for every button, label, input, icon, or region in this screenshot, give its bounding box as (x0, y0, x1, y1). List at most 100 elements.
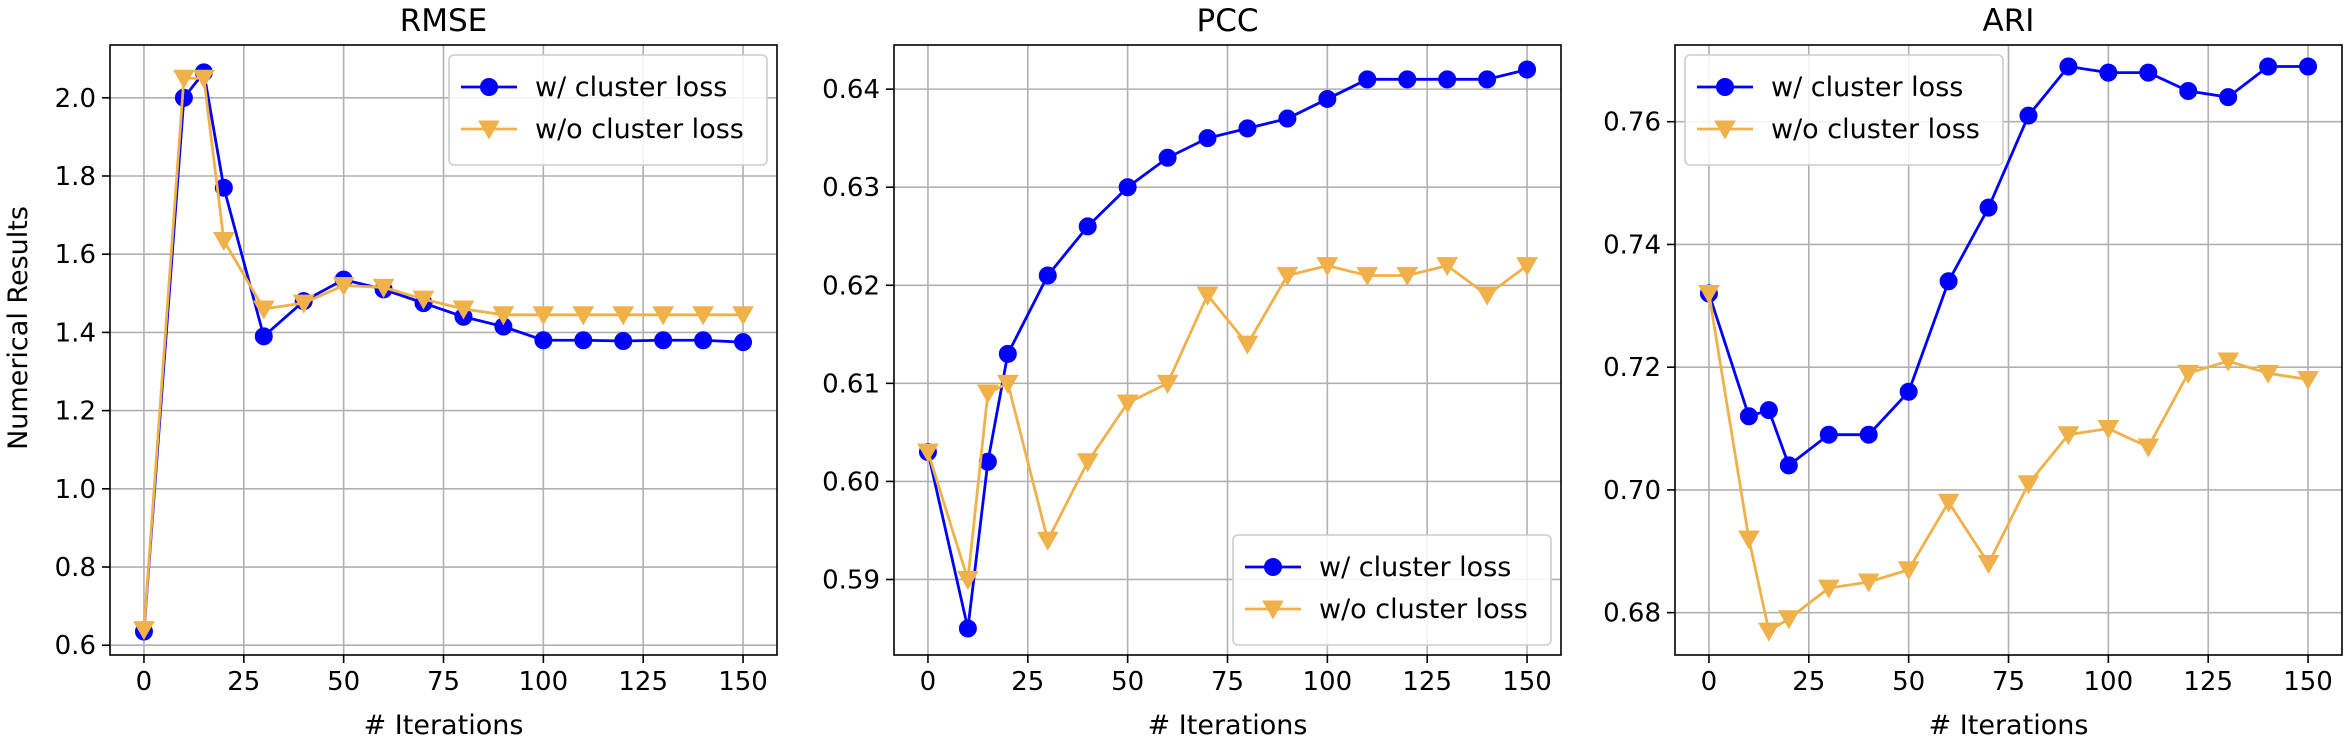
rmse-series-1-point (492, 306, 515, 326)
rmse-series-1-point (612, 306, 635, 326)
ari-xtick-label: 50 (1892, 667, 1925, 697)
pcc-series-1-point (1316, 257, 1339, 277)
ari-xtick-label: 25 (1792, 667, 1825, 697)
rmse-legend-marker-1 (478, 120, 500, 140)
rmse-series-1-point (292, 294, 315, 314)
ari-series-1-point (2257, 364, 2279, 384)
pcc-series-1-point (1036, 531, 1059, 551)
pcc-ytick-label: 0.60 (822, 467, 880, 497)
pcc-series-1-point (1436, 257, 1459, 277)
rmse-ytick-label: 2.0 (55, 84, 96, 114)
ari-series-1-point (2137, 438, 2160, 458)
ari-series-0-point (1859, 425, 1878, 444)
ari-series-0-point (1759, 401, 1778, 420)
ari-series-0-point (2259, 57, 2278, 76)
pcc-x-axis-label: # Iterations (1148, 710, 1308, 741)
rmse-legend-label-0: w/ cluster loss (535, 72, 727, 103)
rmse-series-0-point (614, 332, 633, 351)
pcc-xtick-label: 0 (920, 667, 937, 697)
pcc-series-0-point (1318, 89, 1337, 108)
ari-series-1-point (1977, 555, 2000, 575)
rmse-xtick-label: 50 (327, 667, 360, 697)
pcc-series-0-point (1398, 70, 1417, 89)
rmse-title: RMSE (400, 3, 488, 39)
ari-series-1-point (1817, 579, 1840, 599)
pcc-series-1-point (1276, 266, 1299, 286)
ari-series-1-point (2297, 370, 2319, 390)
rmse-xtick-label: 100 (519, 667, 569, 697)
pcc-series-0-point (1198, 129, 1217, 148)
rmse-series-0-point (654, 331, 673, 350)
pcc-series-1-point (1236, 335, 1259, 355)
ari-series-0-point (1779, 456, 1798, 475)
ari-series-1-point (1937, 493, 1960, 513)
rmse-series-1-point (532, 306, 555, 326)
ari-panel: 0 25 50 75 100 125 150 0.68 0.70 0.72 0.74 0.76 ARI #… (1603, 3, 2343, 741)
rmse-series-1-point (572, 306, 595, 326)
ari-series-0-point (1819, 425, 1838, 444)
ari-axes-frame (1674, 44, 2343, 656)
rmse-series-1-point (652, 306, 675, 326)
pcc-series-1-point (1076, 453, 1099, 473)
ari-series-0-point (2019, 106, 2038, 125)
ari-series-1-point (1777, 610, 1800, 630)
ari-series-1-point (2097, 420, 2120, 440)
rmse-series-0-point (574, 331, 593, 350)
rmse-legend-label-1: w/o cluster loss (535, 114, 744, 145)
ari-xtick-label: 0 (1701, 667, 1718, 697)
ari-ytick-label: 0.72 (1603, 353, 1661, 383)
pcc-series-1-point (1116, 394, 1139, 414)
rmse-ytick-label: 1.6 (55, 240, 96, 270)
rmse-ytick-label: 1.2 (55, 397, 96, 427)
pcc-series-1-point (996, 374, 1019, 394)
ari-legend-label-0: w/ cluster loss (1771, 72, 1963, 103)
pcc-xtick-label: 25 (1011, 667, 1044, 697)
ari-series-0-point (1939, 272, 1958, 291)
rmse-ytick-label: 0.8 (55, 553, 96, 583)
ari-ytick-label: 0.70 (1603, 476, 1661, 506)
ari-series-0-point (1899, 382, 1918, 401)
pcc-xtick-label: 75 (1211, 667, 1244, 697)
pcc-series-1-point (1516, 257, 1538, 277)
ari-series-0-point (1739, 407, 1758, 426)
rmse-xtick-label: 75 (427, 667, 460, 697)
ari-ytick-label: 0.76 (1603, 108, 1661, 138)
pcc-legend-marker-0 (1264, 558, 1282, 576)
ari-legend-marker-0 (1716, 78, 1734, 96)
pcc-series-0-point (1038, 266, 1057, 285)
pcc-ytick-label: 0.61 (822, 369, 880, 399)
pcc-series-1-point (1196, 286, 1219, 306)
rmse-series-1-point (692, 306, 714, 326)
ari-series-1-point (1757, 622, 1780, 642)
ari-xtick-label: 75 (1992, 667, 2025, 697)
rmse-series-1-point (412, 290, 435, 310)
rmse-series-1-point (732, 306, 754, 326)
ari-series-1-point (2217, 352, 2240, 372)
rmse-legend-box (448, 54, 768, 166)
ari-legend: w/ cluster loss w/o cluster loss (1684, 54, 2004, 166)
pcc-series-1-point (1156, 374, 1179, 394)
pcc-title: PCC (1197, 3, 1259, 39)
ari-series-0-point (2219, 88, 2238, 107)
rmse-series-1-point (452, 300, 475, 320)
rmse-series-0-point (214, 178, 233, 197)
rmse-axes-frame (109, 44, 778, 656)
ari-series-0-point (2139, 63, 2158, 82)
pcc-ytick-label: 0.63 (822, 173, 880, 203)
rmse-series-0-point (694, 331, 713, 350)
pcc-series-0-point (1278, 109, 1297, 128)
pcc-series-0-point (998, 344, 1017, 363)
ari-series-0-point (2099, 63, 2118, 82)
ari-legend-box (1684, 54, 2004, 166)
rmse-series-1-point (173, 69, 195, 89)
pcc-series-0-point (958, 619, 977, 638)
ari-series-1-point (2177, 364, 2200, 384)
ari-series-1-point (2017, 475, 2040, 495)
pcc-ytick-label: 0.59 (822, 565, 880, 595)
rmse-ytick-label: 1.8 (55, 162, 96, 192)
pcc-legend: w/ cluster loss w/o cluster loss (1232, 534, 1552, 646)
rmse-xtick-label: 150 (718, 667, 768, 697)
pcc-xtick-label: 50 (1111, 667, 1144, 697)
pcc-xtick-label: 150 (1502, 667, 1552, 697)
